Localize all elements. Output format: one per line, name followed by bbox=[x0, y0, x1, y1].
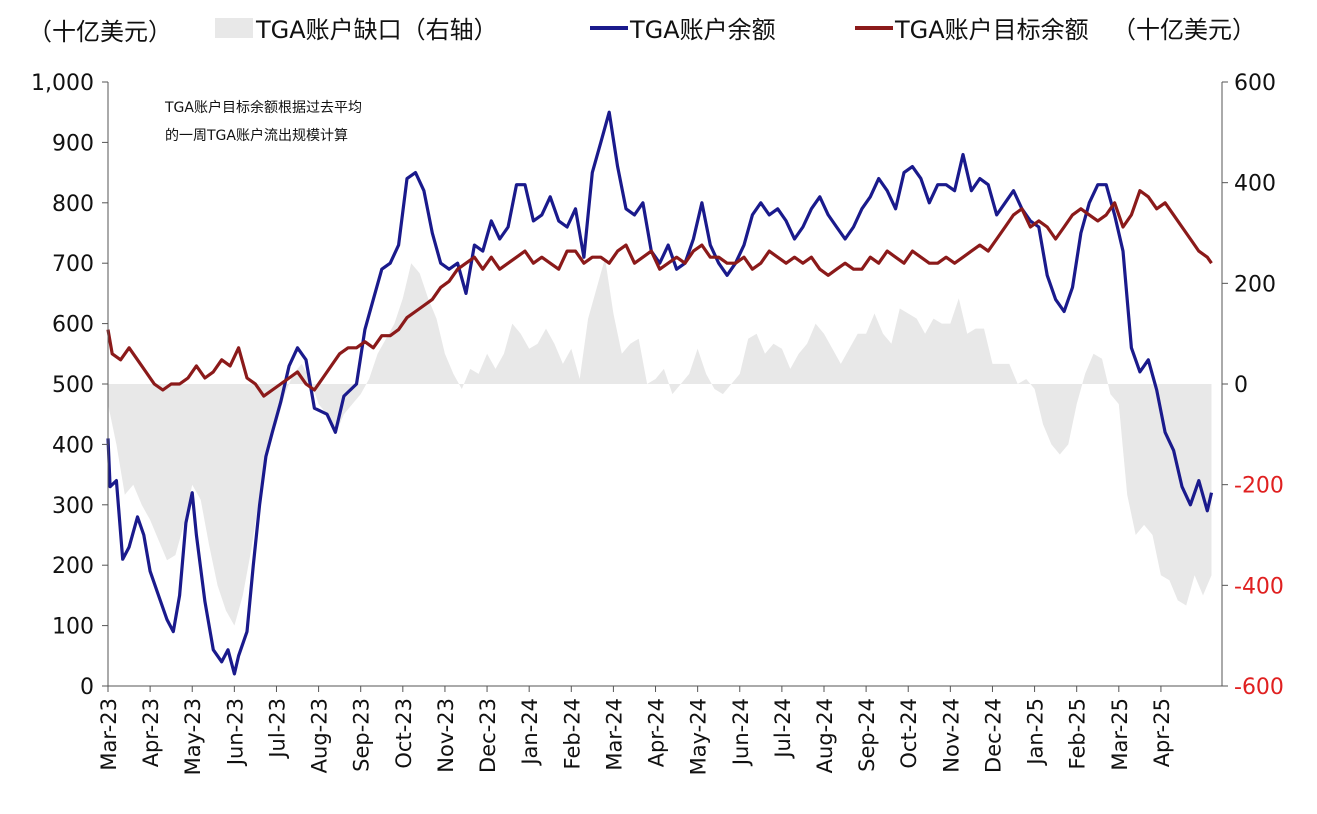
plot-area: 0 100 200 300 400 500 600 700 800 900 1,000 -600 -40… bbox=[31, 71, 1284, 775]
gap-area-series bbox=[108, 258, 1212, 626]
left-tick-label: 0 bbox=[80, 675, 94, 700]
x-tick-label: Aug-23 bbox=[308, 698, 332, 773]
legend-area-swatch bbox=[215, 18, 253, 38]
right-tick-label: 400 bbox=[1234, 172, 1276, 197]
unit-label: （十亿美元） bbox=[28, 18, 172, 46]
legend-gap-label: TGA账户缺口（右轴） bbox=[255, 16, 498, 44]
x-tick-label: Jul-23 bbox=[265, 698, 289, 760]
legend-unit-label: （十亿美元） bbox=[1112, 16, 1256, 44]
x-tick-label: May-23 bbox=[181, 698, 205, 775]
x-tick-label: Feb-24 bbox=[560, 698, 584, 769]
left-tick-label: 1,000 bbox=[31, 71, 94, 96]
right-tick-label: 200 bbox=[1234, 272, 1276, 297]
left-tick-label: 700 bbox=[52, 252, 94, 277]
x-tick-label: Apr-24 bbox=[645, 698, 669, 767]
x-tick-label: Nov-24 bbox=[939, 698, 963, 773]
right-tick-label: -200 bbox=[1234, 474, 1284, 499]
x-tick-label: Aug-24 bbox=[813, 698, 837, 773]
x-tick-label: Jun-23 bbox=[223, 698, 247, 767]
target-line-series bbox=[106, 189, 1213, 398]
x-tick-label: Sep-23 bbox=[350, 698, 374, 772]
x-tick-label: Dec-23 bbox=[476, 698, 500, 773]
left-tick-label: 800 bbox=[52, 192, 94, 217]
x-tick-label: Oct-23 bbox=[392, 698, 416, 769]
x-tick-label: May-24 bbox=[687, 698, 711, 775]
x-tick-label: Mar-23 bbox=[97, 698, 121, 771]
left-tick-label: 600 bbox=[52, 313, 94, 338]
right-tick-label: 0 bbox=[1234, 373, 1248, 398]
legend-target-label: TGA账户目标余额 bbox=[894, 16, 1089, 44]
annotation-line-1: TGA账户目标余额根据过去平均 bbox=[164, 99, 362, 116]
x-tick-label: Nov-23 bbox=[434, 698, 458, 773]
x-tick-label: Dec-24 bbox=[981, 698, 1005, 773]
annotation: TGA账户目标余额根据过去平均 的一周TGA账户流出规模计算 bbox=[164, 99, 362, 144]
x-tick-label: Jun-24 bbox=[729, 698, 753, 767]
left-tick-label: 300 bbox=[52, 494, 94, 519]
x-tick-label: Apr-25 bbox=[1150, 698, 1174, 767]
x-tick-label: Mar-24 bbox=[602, 698, 626, 771]
left-tick-label: 900 bbox=[52, 131, 94, 156]
left-tick-label: 200 bbox=[52, 554, 94, 579]
legend-balance-label: TGA账户余额 bbox=[629, 16, 776, 44]
legend: TGA账户缺口（右轴） TGA账户余额 TGA账户目标余额 （十亿美元） bbox=[215, 16, 1256, 44]
right-tick-label: -400 bbox=[1234, 574, 1284, 599]
left-tick-label: 100 bbox=[52, 615, 94, 640]
x-tick-label: Jul-24 bbox=[771, 698, 795, 760]
right-tick-label: -600 bbox=[1234, 675, 1284, 700]
left-tick-label: 500 bbox=[52, 373, 94, 398]
x-tick-label: Mar-25 bbox=[1108, 698, 1132, 771]
x-tick-label: Oct-24 bbox=[897, 698, 921, 769]
left-tick-label: 400 bbox=[52, 433, 94, 458]
x-tick-label: Jan-24 bbox=[518, 698, 542, 767]
x-tick-label: Sep-24 bbox=[855, 698, 879, 772]
right-tick-label: 600 bbox=[1234, 71, 1276, 96]
x-tick-label: Feb-25 bbox=[1066, 698, 1090, 769]
annotation-line-2: 的一周TGA账户流出规模计算 bbox=[165, 127, 348, 144]
x-tick-label: Apr-23 bbox=[139, 698, 163, 767]
x-tick-label: Jan-25 bbox=[1024, 698, 1048, 767]
